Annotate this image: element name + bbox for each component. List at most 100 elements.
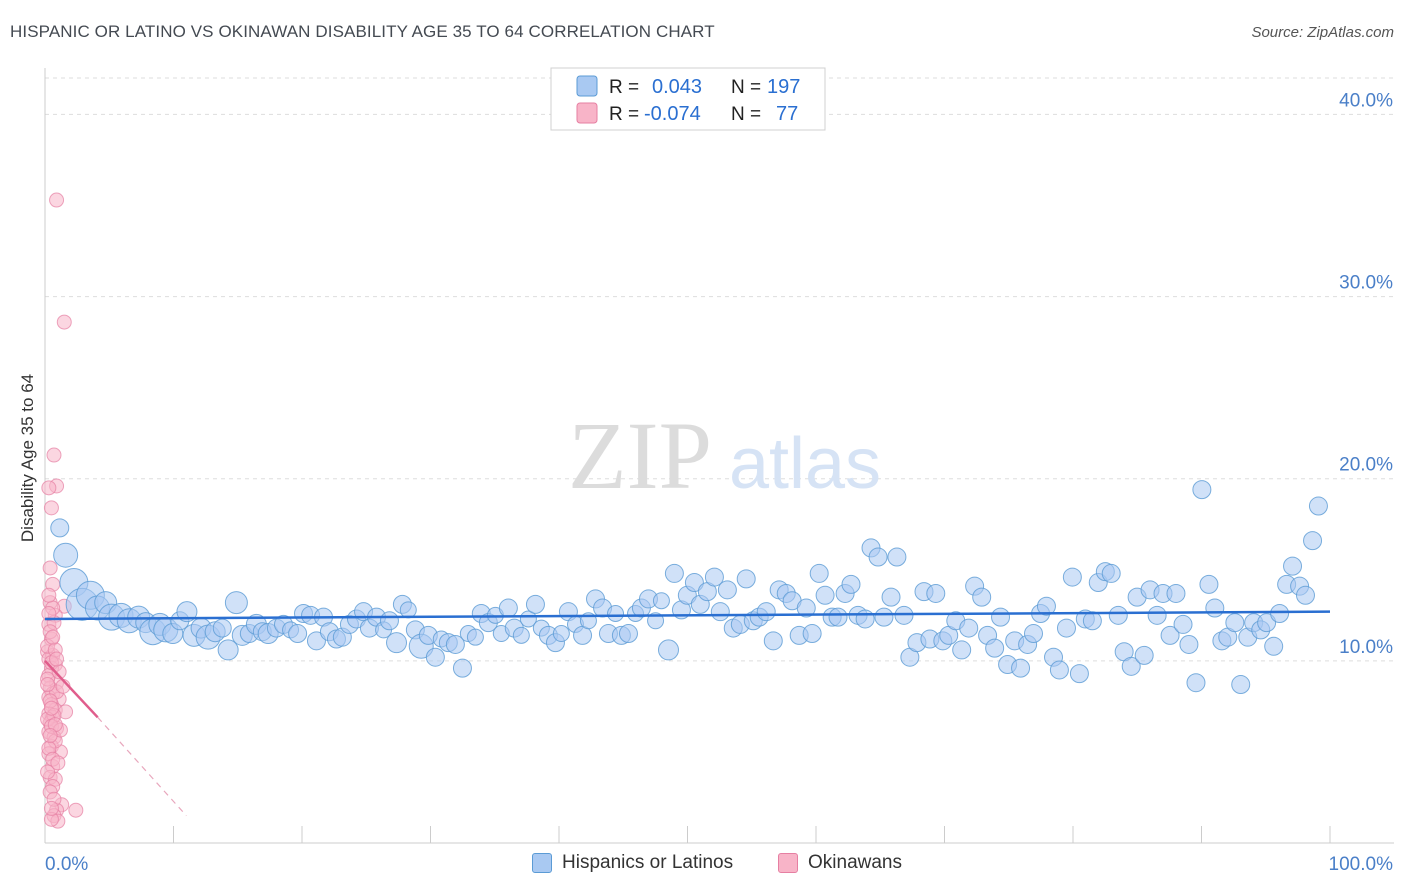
hispanics-point [1134,645,1154,665]
hispanics-point [1264,636,1284,656]
hispanics-point [498,598,518,618]
legend-r-label-pink: R = [609,104,639,125]
hispanics-point [985,638,1005,658]
hispanics-point [717,580,737,600]
legend-label-hispanics: Hispanics or Latinos [562,852,734,873]
hispanics-trend-line [44,610,1331,621]
y-tick-label: 20.0% [1339,455,1393,476]
okinawans-point [42,560,58,576]
legend-r-label-blue: R = [609,77,639,98]
hispanics-point [1036,596,1056,616]
hispanics-point [796,598,816,618]
hispanics-point [855,609,875,629]
hispanics-point [657,639,679,661]
okinawans-point [41,480,57,496]
hispanics-point [647,612,665,630]
chart-title: HISPANIC OR LATINO VS OKINAWAN DISABILIT… [10,22,715,41]
hispanics-point [763,631,783,651]
hispanics-point [1186,673,1206,693]
legend-swatch-blue [576,75,598,97]
hispanics-point [1231,675,1251,695]
okinawans-point [45,629,61,645]
hispanics-point [1205,598,1225,618]
hispanics-point [1173,614,1193,634]
legend-n-label-blue: N = [731,77,761,98]
okinawans-point [46,447,62,463]
hispanics-point [1179,634,1199,654]
hispanics-point [1283,556,1303,576]
hispanics-point [881,587,901,607]
hispanics-point [1011,658,1031,678]
hispanics-point [607,605,625,622]
hispanics-point [399,601,417,619]
axes [44,68,1394,844]
hispanics-point [1295,585,1315,605]
hispanics-point [802,624,822,644]
hispanics-point [991,607,1011,627]
hispanics-point [618,624,638,644]
okinawans-trend-extension [97,716,187,817]
legend-r-value-pink: -0.074 [644,103,701,125]
legend-item-okinawans: Okinawans [778,852,902,874]
okinawans-point [42,728,58,744]
okinawans-point [49,192,65,208]
okinawans-point [50,755,66,771]
hispanics-point [466,628,484,646]
hispanics-point [1049,660,1069,680]
hispanics-point [552,625,570,643]
hispanics-point [710,602,730,622]
hispanics-point [512,626,530,644]
hispanics-point [176,601,198,623]
hispanics-point [445,634,465,654]
x-tick-label: 100.0% [1329,854,1394,875]
hispanics-point [452,658,472,678]
hispanics-point [1160,625,1180,645]
hispanics-point [1082,611,1102,631]
okinawans-point [40,764,56,780]
hispanics-point [50,518,70,538]
hispanics-points [50,480,1328,695]
hispanics-point [1023,624,1043,644]
hispanics-point [1225,613,1245,633]
okinawans-point [41,606,57,621]
hispanics-point [809,563,829,583]
okinawans-point [41,587,57,603]
hispanics-point [664,563,684,583]
hispanics-point [815,585,835,605]
hispanics-point [386,632,408,654]
legend-swatch-okinawans [778,853,798,873]
x-tick-label: 0.0% [45,854,88,875]
hispanics-point [704,567,724,587]
hispanics-point [736,569,756,589]
hispanics-point [841,574,861,594]
y-tick-label: 10.0% [1339,637,1393,658]
hispanics-point [652,592,670,610]
source-credit: Source: ZipAtlas.com [1251,24,1394,41]
hispanics-point [1056,618,1076,638]
hispanics-point [525,594,545,614]
hispanics-point [756,602,776,622]
hispanics-point [684,573,704,593]
hispanics-point [1121,656,1141,676]
okinawans-point [56,314,72,330]
okinawans-point [68,802,84,818]
y-axis-label: Disability Age 35 to 64 [18,374,37,542]
legend-n-label-pink: N = [731,104,761,125]
hispanics-point [224,591,248,615]
trend-lines [44,610,1331,817]
hispanics-point [1166,583,1186,603]
hispanics-point [217,639,239,661]
okinawans-point [43,800,59,816]
okinawans-points [40,192,84,829]
okinawans-point [40,677,56,693]
legend-swatch-hispanics [532,853,552,873]
legend-n-value-blue: 197 [767,76,800,98]
hispanics-point [1303,531,1323,551]
hispanics-point [1069,664,1089,684]
legend-swatch-pink [576,102,598,124]
hispanics-point [828,607,848,627]
hispanics-point [1270,604,1290,623]
hispanics-point [1199,574,1219,594]
hispanics-point [1108,605,1128,625]
